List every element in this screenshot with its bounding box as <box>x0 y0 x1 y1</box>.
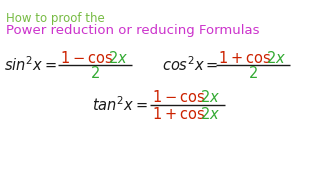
Text: $tan^2x=$: $tan^2x=$ <box>92 96 148 114</box>
Text: $1+\cos$: $1+\cos$ <box>218 50 271 66</box>
Text: $2x$: $2x$ <box>200 89 220 105</box>
Text: Power reduction or reducing Formulas: Power reduction or reducing Formulas <box>6 24 260 37</box>
Text: $2$: $2$ <box>90 65 100 81</box>
Text: $1+\cos$: $1+\cos$ <box>152 106 205 122</box>
Text: $2x$: $2x$ <box>266 50 286 66</box>
Text: $2$: $2$ <box>248 65 258 81</box>
Text: $2x$: $2x$ <box>108 50 128 66</box>
Text: $cos^2x=$: $cos^2x=$ <box>162 56 219 74</box>
Text: How to proof the: How to proof the <box>6 12 105 25</box>
Text: $1-\cos$: $1-\cos$ <box>60 50 113 66</box>
Text: $2x$: $2x$ <box>200 106 220 122</box>
Text: $sin^2x=$: $sin^2x=$ <box>4 56 57 74</box>
Text: $1-\cos$: $1-\cos$ <box>152 89 205 105</box>
